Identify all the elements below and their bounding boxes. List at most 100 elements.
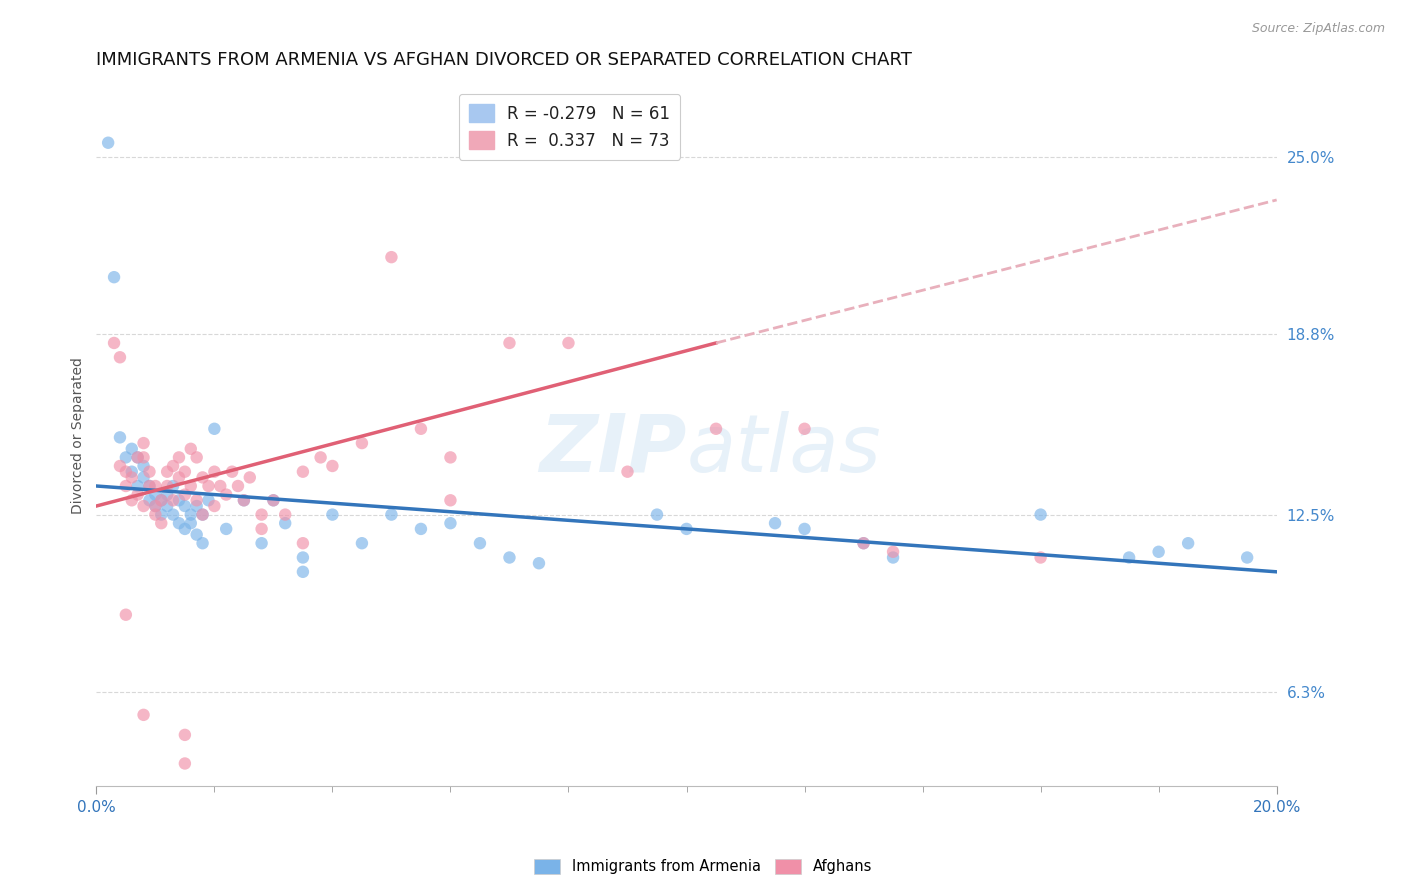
Y-axis label: Divorced or Separated: Divorced or Separated: [72, 358, 86, 515]
Point: [173, 465, 195, 479]
Point: [439, 516, 461, 531]
Point: [127, 487, 149, 501]
Point: [162, 458, 184, 473]
Point: [138, 465, 160, 479]
Point: [239, 470, 262, 484]
Point: [882, 545, 904, 559]
Point: [108, 351, 131, 365]
Point: [197, 493, 219, 508]
Point: [380, 250, 402, 264]
Point: [321, 508, 343, 522]
Point: [97, 136, 120, 150]
Point: [380, 508, 402, 522]
Point: [162, 493, 184, 508]
Point: [250, 508, 273, 522]
Point: [852, 536, 875, 550]
Point: [439, 493, 461, 508]
Point: [127, 450, 149, 465]
Point: [115, 607, 138, 622]
Point: [145, 499, 167, 513]
Point: [127, 479, 149, 493]
Point: [250, 522, 273, 536]
Legend: Immigrants from Armenia, Afghans: Immigrants from Armenia, Afghans: [527, 853, 879, 880]
Point: [1147, 545, 1170, 559]
Point: [167, 450, 190, 465]
Point: [156, 465, 179, 479]
Point: [557, 335, 579, 350]
Point: [498, 550, 520, 565]
Point: [793, 422, 815, 436]
Point: [103, 270, 125, 285]
Point: [616, 465, 638, 479]
Point: [132, 707, 155, 722]
Point: [167, 470, 190, 484]
Point: [197, 479, 219, 493]
Point: [191, 508, 214, 522]
Point: [274, 508, 297, 522]
Point: [150, 508, 173, 522]
Point: [291, 465, 314, 479]
Point: [132, 436, 155, 450]
Point: [527, 556, 550, 570]
Point: [232, 493, 254, 508]
Point: [173, 522, 195, 536]
Point: [115, 465, 138, 479]
Text: ZIP: ZIP: [538, 411, 686, 489]
Point: [498, 335, 520, 350]
Point: [262, 493, 284, 508]
Point: [645, 508, 668, 522]
Point: [127, 450, 149, 465]
Point: [209, 479, 232, 493]
Point: [162, 508, 184, 522]
Point: [173, 499, 195, 513]
Point: [115, 479, 138, 493]
Point: [215, 522, 238, 536]
Point: [763, 516, 786, 531]
Point: [468, 536, 491, 550]
Point: [132, 458, 155, 473]
Point: [167, 493, 190, 508]
Point: [121, 465, 143, 479]
Point: [108, 458, 131, 473]
Point: [1029, 508, 1052, 522]
Point: [121, 493, 143, 508]
Point: [186, 450, 208, 465]
Legend: R = -0.279   N = 61, R =  0.337   N = 73: R = -0.279 N = 61, R = 0.337 N = 73: [458, 94, 681, 160]
Point: [173, 728, 195, 742]
Point: [191, 536, 214, 550]
Point: [145, 499, 167, 513]
Point: [156, 499, 179, 513]
Point: [150, 493, 173, 508]
Point: [1177, 536, 1199, 550]
Point: [173, 487, 195, 501]
Point: [103, 335, 125, 350]
Point: [793, 522, 815, 536]
Point: [132, 450, 155, 465]
Point: [350, 536, 373, 550]
Point: [226, 479, 249, 493]
Point: [202, 499, 225, 513]
Point: [167, 516, 190, 531]
Point: [145, 508, 167, 522]
Point: [704, 422, 727, 436]
Point: [121, 442, 143, 456]
Point: [215, 487, 238, 501]
Point: [675, 522, 697, 536]
Point: [262, 493, 284, 508]
Point: [145, 487, 167, 501]
Point: [274, 516, 297, 531]
Point: [162, 479, 184, 493]
Point: [202, 422, 225, 436]
Point: [132, 499, 155, 513]
Point: [150, 516, 173, 531]
Point: [202, 465, 225, 479]
Point: [321, 458, 343, 473]
Text: IMMIGRANTS FROM ARMENIA VS AFGHAN DIVORCED OR SEPARATED CORRELATION CHART: IMMIGRANTS FROM ARMENIA VS AFGHAN DIVORC…: [97, 51, 912, 69]
Point: [138, 479, 160, 493]
Text: atlas: atlas: [686, 411, 882, 489]
Point: [121, 470, 143, 484]
Point: [186, 527, 208, 541]
Point: [291, 536, 314, 550]
Point: [145, 479, 167, 493]
Point: [180, 442, 202, 456]
